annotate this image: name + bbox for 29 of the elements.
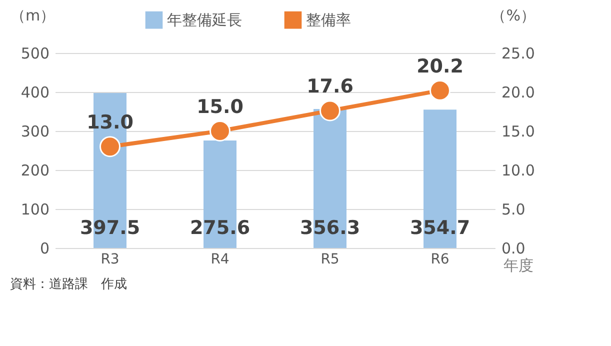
- y2-axis-title: （%）: [491, 6, 536, 24]
- point: [100, 136, 120, 158]
- y-tick-label: 500: [20, 44, 50, 62]
- point: [320, 100, 340, 122]
- point: [430, 80, 450, 101]
- y2-tick-label: 5.0: [502, 200, 526, 218]
- data-label: 15.0: [196, 96, 244, 118]
- y2-tick-label: 25.0: [502, 44, 535, 62]
- legend-label: 年整備延長: [167, 11, 242, 30]
- x-axis-title: 年度: [504, 256, 534, 274]
- point: [210, 120, 230, 142]
- y2-tick-label: 0.0: [502, 240, 526, 258]
- y-tick-label: 0: [40, 240, 50, 258]
- y2-tick-label: 15.0: [502, 122, 535, 140]
- x-tick-label: R4: [210, 252, 230, 268]
- y-axis-title: （m）: [10, 6, 56, 24]
- x-tick-label: R5: [320, 252, 340, 268]
- y-tick-label: 100: [20, 200, 50, 218]
- x-tick-label: R3: [100, 252, 120, 268]
- y-tick-label: 200: [20, 162, 50, 180]
- y2-tick-label: 20.0: [502, 84, 535, 102]
- y-tick-label: 400: [20, 84, 50, 102]
- text: 資料：道路課 作成: [10, 277, 127, 292]
- y2-tick-label: 10.0: [502, 162, 535, 180]
- data-label: 20.2: [416, 55, 464, 78]
- y-tick-label: 300: [20, 122, 50, 140]
- data-label: 17.6: [306, 76, 354, 98]
- x-tick-label: R6: [430, 252, 450, 268]
- legend-label: 整備率: [306, 11, 351, 30]
